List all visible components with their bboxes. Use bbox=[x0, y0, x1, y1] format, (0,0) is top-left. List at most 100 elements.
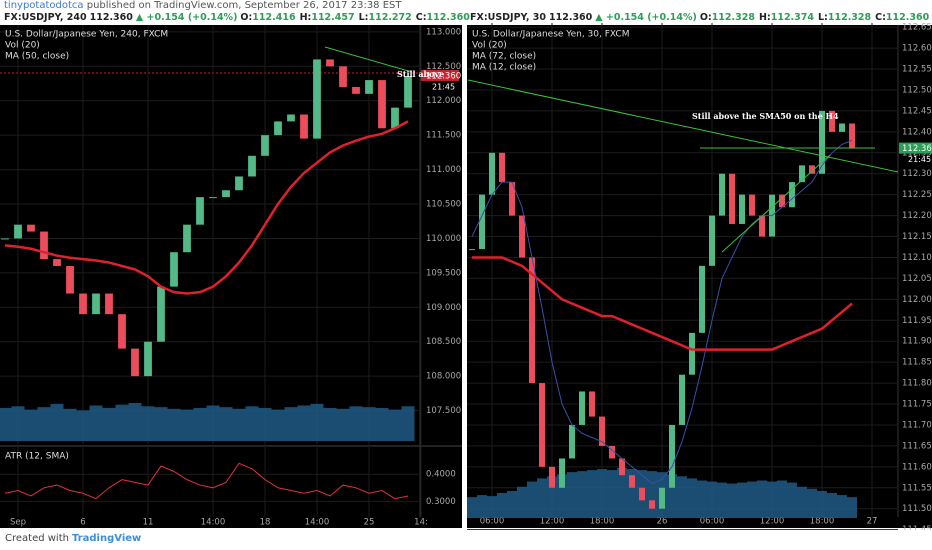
legend-entry: Vol (20) bbox=[472, 41, 507, 51]
quote-value: 112.374 bbox=[770, 12, 814, 23]
legend-entry: Vol (20) bbox=[5, 41, 40, 51]
trendline bbox=[467, 79, 899, 173]
x-tick-label: 14:00 bbox=[305, 518, 330, 528]
volume-bar bbox=[587, 470, 597, 518]
line bbox=[4, 462, 409, 500]
y-tick-label: 111.000 bbox=[426, 165, 461, 175]
panel-title: U.S. Dollar/Japanese Yen, 30, FXCM bbox=[472, 30, 629, 40]
candle bbox=[679, 374, 685, 425]
volume-bar bbox=[11, 406, 25, 441]
volume-bar bbox=[24, 409, 38, 441]
volume-bar bbox=[297, 405, 311, 441]
candle bbox=[799, 165, 805, 183]
candle bbox=[131, 348, 139, 377]
candle bbox=[639, 487, 645, 501]
x-tick-label: 06:00 bbox=[480, 517, 505, 527]
volume-bar bbox=[617, 468, 627, 518]
candle bbox=[579, 391, 585, 425]
y-tick-label: 112.500 bbox=[426, 62, 461, 72]
volume-bar bbox=[245, 406, 259, 441]
y-tick-label: 110.500 bbox=[426, 200, 461, 210]
candle bbox=[157, 286, 165, 342]
price: 112.360 bbox=[549, 12, 593, 23]
y-tick-label: 111.500 bbox=[426, 131, 461, 141]
candle bbox=[729, 173, 735, 224]
volume-bar bbox=[737, 482, 747, 518]
volume-bar bbox=[757, 480, 767, 518]
charts: 113.000 112.500 112.000 111.500 111.000 110.5… bbox=[0, 23, 932, 530]
volume-bar bbox=[63, 408, 77, 441]
line bbox=[4, 120, 409, 295]
candle bbox=[53, 259, 61, 266]
candle bbox=[248, 155, 256, 177]
y-tick-label: 112.550 bbox=[902, 65, 932, 75]
candle bbox=[749, 194, 755, 216]
volume-bar bbox=[193, 407, 207, 441]
volume-bar bbox=[837, 495, 847, 518]
x-tick-label: 06:00 bbox=[700, 517, 725, 527]
candle bbox=[92, 293, 100, 315]
candle bbox=[529, 257, 535, 384]
candle bbox=[105, 293, 113, 315]
brand[interactable]: TradingView bbox=[72, 533, 142, 544]
candle bbox=[619, 458, 625, 476]
candle bbox=[629, 475, 635, 488]
candle bbox=[313, 59, 321, 139]
x-tick-label: 26 bbox=[657, 517, 668, 527]
volume-bar bbox=[349, 406, 363, 441]
volume-bar bbox=[388, 409, 402, 441]
volume-bar bbox=[141, 406, 155, 441]
time-tag: 21:45 bbox=[908, 155, 931, 164]
candle bbox=[589, 391, 595, 417]
volume-bar bbox=[577, 471, 587, 518]
quote-value: 112.416 bbox=[252, 12, 296, 23]
candle bbox=[404, 75, 412, 108]
annotation: Still above the SMA50 on the H4 bbox=[692, 111, 839, 121]
y-tick-label: 107.500 bbox=[426, 406, 461, 416]
y-tick-label: 113.000 bbox=[426, 27, 461, 37]
volume-bar bbox=[597, 469, 607, 518]
y-tick-label: 112.400 bbox=[902, 127, 932, 137]
y-tick-label: 112.600 bbox=[902, 44, 932, 54]
candle bbox=[274, 121, 282, 136]
support-line bbox=[721, 154, 831, 253]
candle bbox=[559, 458, 565, 488]
candle bbox=[839, 123, 845, 132]
candle bbox=[689, 332, 695, 375]
candle bbox=[829, 110, 835, 132]
volume-bar bbox=[375, 407, 389, 441]
volume-bar bbox=[557, 474, 567, 518]
legend-entry: MA (50, close) bbox=[5, 52, 69, 62]
volume-bar bbox=[487, 496, 497, 518]
volume-bar bbox=[50, 403, 64, 441]
candle bbox=[469, 249, 475, 251]
legend-entry: MA (12, close) bbox=[472, 63, 536, 73]
volume-bar bbox=[271, 409, 285, 441]
candle bbox=[183, 224, 191, 253]
volume-bar bbox=[401, 406, 415, 441]
candle bbox=[479, 194, 485, 250]
annotation: Still above bbox=[397, 69, 444, 79]
quote-value: 112.457 bbox=[311, 12, 355, 23]
volume-bar bbox=[37, 407, 51, 441]
legend-entry: MA (72, close) bbox=[472, 52, 536, 62]
y-tick-label: 111.600 bbox=[902, 462, 932, 472]
x-tick-label: 6 bbox=[80, 518, 85, 528]
candle bbox=[144, 341, 152, 377]
volume-bar bbox=[310, 403, 324, 441]
y-tick-label: 111.450 bbox=[902, 525, 932, 530]
candle bbox=[739, 194, 745, 224]
volume-bar bbox=[102, 407, 116, 441]
volume-bar bbox=[707, 481, 717, 518]
volume-bar bbox=[467, 497, 477, 518]
trendline bbox=[324, 46, 413, 73]
author[interactable]: tinypotatodotca bbox=[4, 0, 84, 11]
candle bbox=[549, 466, 555, 488]
x-tick-label: 18:00 bbox=[590, 517, 615, 527]
panel-title: U.S. Dollar/Japanese Yen, 240, FXCM bbox=[5, 30, 168, 40]
y-tick-label: 112.050 bbox=[902, 274, 932, 284]
volume-bar bbox=[477, 495, 487, 518]
volume-bar bbox=[537, 478, 547, 518]
volume-bar bbox=[677, 476, 687, 518]
quote-label: L: bbox=[818, 12, 828, 23]
